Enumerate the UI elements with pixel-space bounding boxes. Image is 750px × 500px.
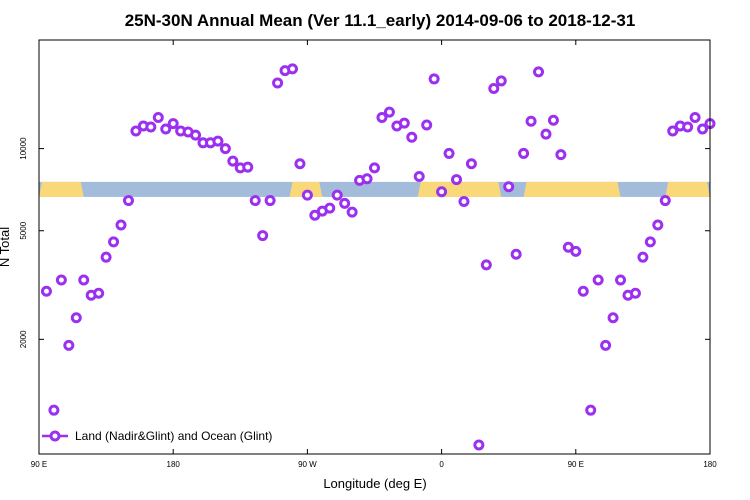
y-tick-label-0: 2000 xyxy=(19,330,28,348)
y-tick-label-1: 5000 xyxy=(19,221,28,239)
data-point-0-35 xyxy=(301,189,313,201)
x-tick-label-2: 90 W xyxy=(298,460,317,469)
data-point-0-10 xyxy=(115,219,127,231)
data-point-0-12 xyxy=(130,125,142,137)
data-point-0-73 xyxy=(585,404,597,416)
data-point-0-38 xyxy=(324,202,336,214)
data-point-0-9 xyxy=(108,236,120,248)
data-point-0-55 xyxy=(451,174,463,186)
data-point-0-16 xyxy=(160,123,172,135)
data-point-0-28 xyxy=(249,195,261,207)
data-point-0-51 xyxy=(421,119,433,131)
data-point-0-63 xyxy=(510,248,522,260)
data-point-0-60 xyxy=(488,83,500,95)
data-point-0-48 xyxy=(398,117,410,129)
data-point-0-53 xyxy=(436,186,448,198)
legend-marker-swatch xyxy=(49,430,61,442)
data-point-0-88 xyxy=(697,123,709,135)
data-point-0-79 xyxy=(629,287,641,299)
land-segment-4 xyxy=(665,181,710,197)
data-point-0-83 xyxy=(659,195,671,207)
data-point-0-24 xyxy=(219,143,231,155)
data-point-0-15 xyxy=(152,111,164,123)
chart-title: 25N-30N Annual Mean (Ver 11.1_early) 201… xyxy=(125,11,636,30)
data-points xyxy=(40,63,716,451)
x-tick-label-0: 90 E xyxy=(31,460,47,469)
land-ocean-band xyxy=(39,181,710,197)
data-point-0-5 xyxy=(78,274,90,286)
data-point-0-39 xyxy=(331,189,343,201)
y-axis-ticks: 2000 5000 10000 xyxy=(19,137,710,348)
land-segment-3 xyxy=(523,181,621,197)
data-point-0-20 xyxy=(190,129,202,141)
data-point-0-14 xyxy=(145,121,157,133)
data-point-0-58 xyxy=(473,439,485,451)
data-point-0-68 xyxy=(547,114,559,126)
data-point-0-7 xyxy=(93,287,105,299)
data-point-0-34 xyxy=(294,158,306,170)
data-point-0-30 xyxy=(264,195,276,207)
data-point-0-3 xyxy=(63,339,75,351)
x-axis-label: Longitude (deg E) xyxy=(323,476,426,491)
x-tick-label-3: 0 xyxy=(439,460,444,469)
data-point-0-76 xyxy=(607,312,619,324)
y-tick-label-2: 10000 xyxy=(19,137,28,160)
data-point-0-71 xyxy=(570,245,582,257)
x-axis-ticks: 90 E 180 90 W 0 90 E 180 xyxy=(31,40,717,469)
data-point-0-54 xyxy=(443,147,455,159)
data-point-0-43 xyxy=(361,173,373,185)
data-point-0-4 xyxy=(70,312,82,324)
data-point-0-27 xyxy=(242,161,254,173)
data-point-0-11 xyxy=(122,195,134,207)
data-point-0-64 xyxy=(518,147,530,159)
data-point-0-59 xyxy=(480,259,492,271)
data-point-0-23 xyxy=(212,135,224,147)
data-point-0-2 xyxy=(55,274,67,286)
land-segment-0 xyxy=(39,181,84,197)
data-point-0-84 xyxy=(667,125,679,137)
data-point-0-29 xyxy=(257,230,269,242)
data-point-0-67 xyxy=(540,128,552,140)
data-point-0-75 xyxy=(600,339,612,351)
data-point-0-44 xyxy=(369,162,380,174)
y-axis-label: N Total xyxy=(0,227,12,267)
data-point-0-46 xyxy=(383,106,395,118)
data-point-0-25 xyxy=(227,155,239,167)
data-point-0-41 xyxy=(346,206,358,218)
land-segment-1 xyxy=(289,181,323,197)
x-tick-label-1: 180 xyxy=(167,460,181,469)
legend: Land (Nadir&Glint) and Ocean (Glint) xyxy=(42,429,272,443)
data-point-0-62 xyxy=(503,181,515,193)
data-point-0-72 xyxy=(577,285,589,297)
data-point-0-77 xyxy=(615,274,627,286)
x-tick-label-5: 180 xyxy=(703,460,717,469)
data-point-0-49 xyxy=(406,131,418,143)
data-point-0-82 xyxy=(652,219,664,231)
data-point-0-8 xyxy=(100,251,112,263)
data-point-0-1 xyxy=(48,404,60,416)
data-point-0-74 xyxy=(592,274,604,286)
data-point-0-87 xyxy=(689,111,701,123)
data-point-0-86 xyxy=(682,121,694,133)
x-tick-label-4: 90 E xyxy=(568,460,584,469)
data-point-0-33 xyxy=(286,63,298,75)
data-point-0-57 xyxy=(465,158,477,170)
data-point-0-31 xyxy=(272,77,284,89)
data-point-0-17 xyxy=(167,118,179,130)
data-point-0-61 xyxy=(495,75,507,87)
data-point-0-0 xyxy=(40,285,52,297)
data-point-0-80 xyxy=(637,251,649,263)
data-point-0-69 xyxy=(555,149,567,161)
data-point-0-50 xyxy=(413,171,425,183)
data-point-0-81 xyxy=(644,236,656,248)
data-point-0-40 xyxy=(339,197,351,209)
data-point-0-52 xyxy=(428,73,440,85)
data-point-0-56 xyxy=(458,195,470,207)
data-point-0-65 xyxy=(525,115,537,127)
data-point-0-45 xyxy=(376,111,388,123)
plot-frame xyxy=(38,39,711,455)
data-point-0-66 xyxy=(533,66,545,78)
legend-label: Land (Nadir&Glint) and Ocean (Glint) xyxy=(75,429,272,443)
